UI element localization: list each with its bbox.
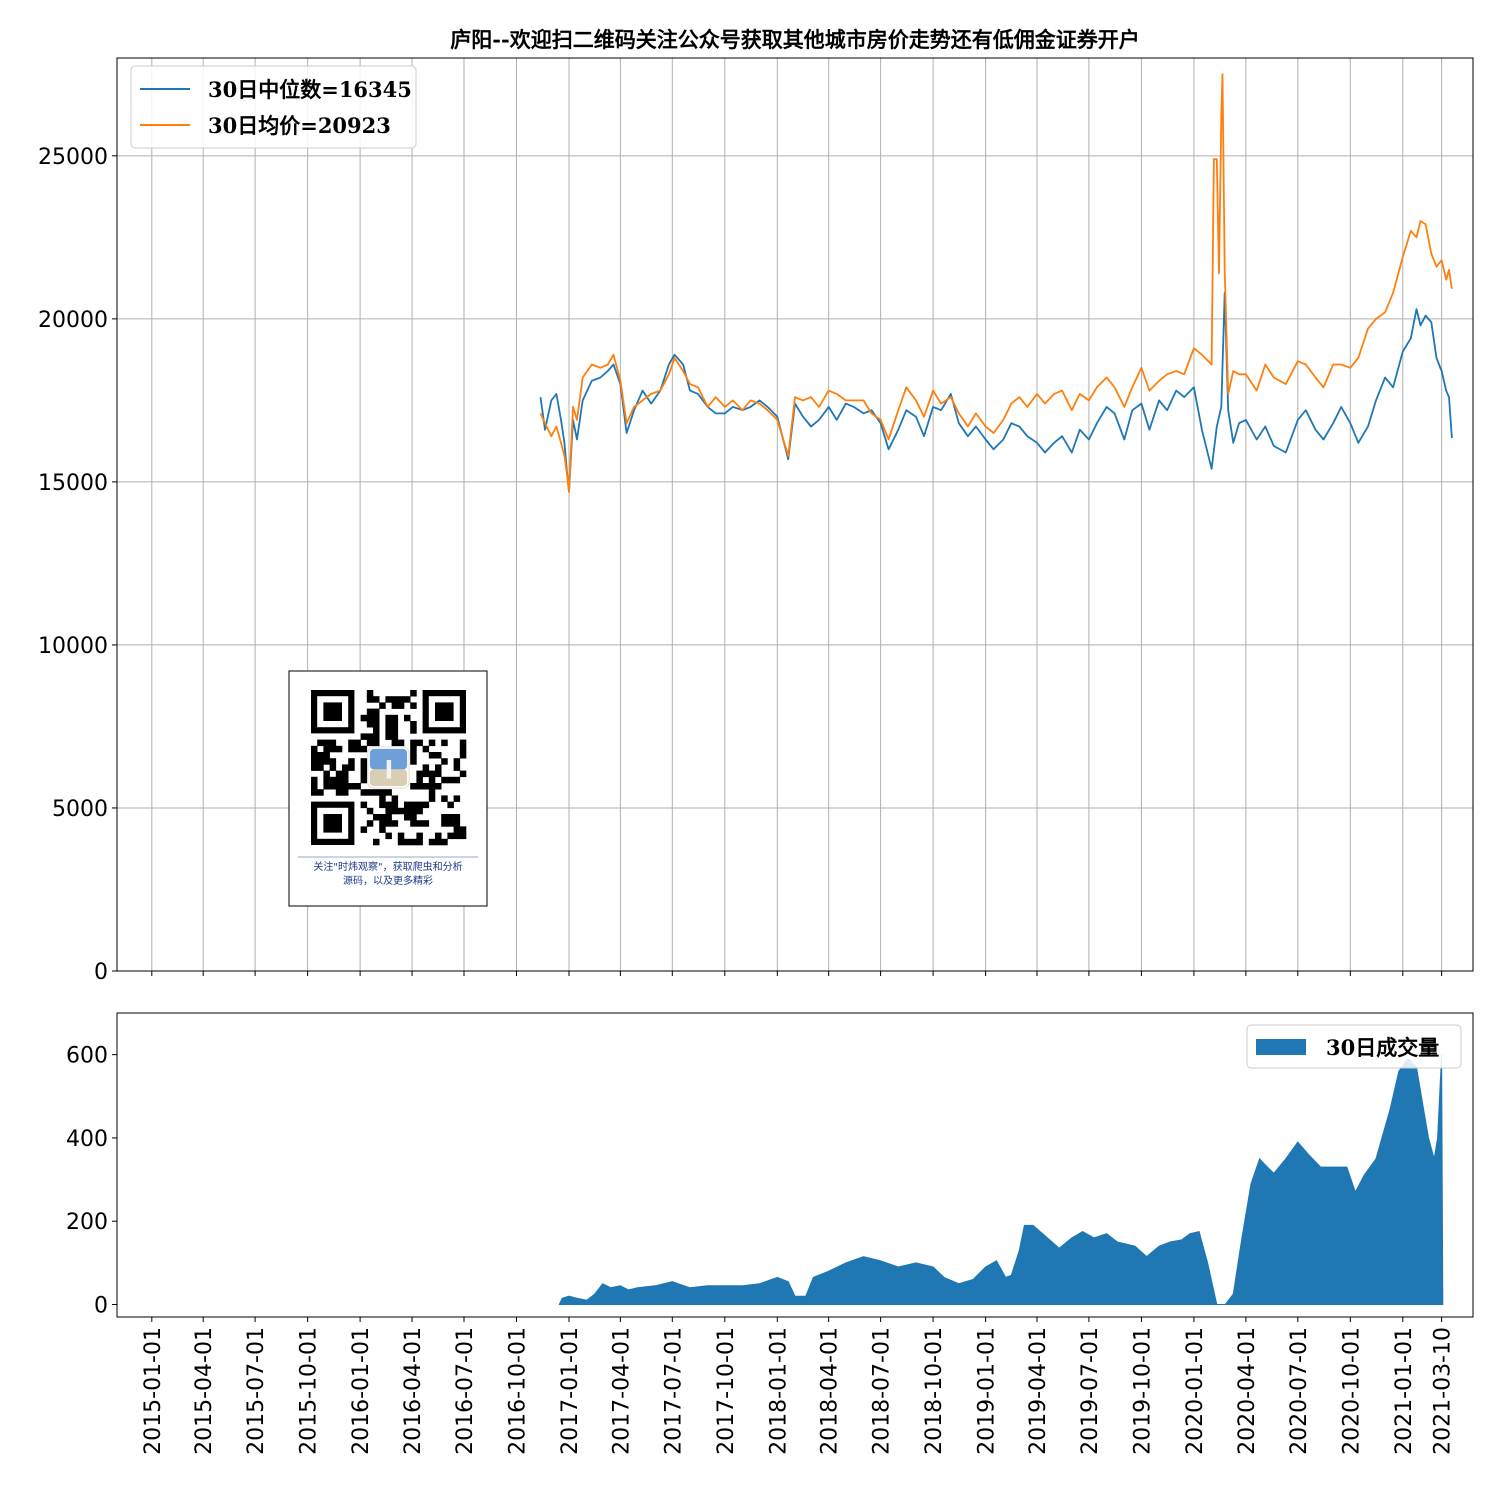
x-tick-label: 2018-07-01	[870, 1327, 895, 1455]
x-tick-label: 2021-01-01	[1392, 1327, 1417, 1455]
chart-title: 庐阳--欢迎扫二维码关注公众号获取其他城市房价走势还有低佣金证券开户	[450, 27, 1139, 52]
x-tick-label: 2016-04-01	[401, 1327, 426, 1455]
price-x-ticks	[151, 971, 1443, 976]
x-tick-label: 2017-01-01	[558, 1327, 583, 1455]
x-tick-label: 2017-04-01	[609, 1327, 634, 1455]
price-y-axis: 0 5000 10000 15000 20000 25000	[38, 145, 117, 985]
price-y-tick-label: 5000	[52, 797, 108, 822]
x-tick-label: 2019-04-01	[1026, 1327, 1051, 1455]
volume-legend: 30日成交量	[1246, 1024, 1462, 1069]
price-axes-frame	[116, 57, 1474, 972]
volume-y-tick-label: 200	[66, 1210, 108, 1235]
qr-caption-line2: 源码，以及更多精彩	[343, 874, 433, 887]
x-tick-label: 2020-04-01	[1235, 1327, 1260, 1455]
x-tick-label: 2019-01-01	[975, 1327, 1000, 1455]
x-tick-label: 2017-10-01	[714, 1327, 739, 1455]
legend-average-label: 30日均价=20923	[208, 113, 391, 138]
x-tick-label: 2015-10-01	[297, 1327, 322, 1455]
average-price-line	[539, 73, 1453, 493]
x-tick-label: 2015-01-01	[141, 1327, 166, 1455]
qr-caption-line1: 关注"时炜观察"，获取爬虫和分析	[313, 860, 462, 873]
x-tick-label: 2019-10-01	[1130, 1327, 1155, 1455]
x-tick-label: 2018-10-01	[922, 1327, 947, 1455]
volume-series	[558, 1054, 1444, 1305]
x-tick-label: 2020-07-01	[1287, 1327, 1312, 1455]
legend-median-label: 30日中位数=16345	[208, 77, 412, 102]
legend-volume-label: 30日成交量	[1326, 1035, 1439, 1060]
price-y-tick-label: 20000	[38, 308, 108, 333]
price-series	[539, 73, 1453, 493]
x-tick-label: 2016-07-01	[453, 1327, 478, 1455]
qr-card: 关注"时炜观察"，获取爬虫和分析 源码，以及更多精彩	[288, 670, 488, 907]
price-grid	[117, 58, 1473, 972]
volume-x-axis: 2015-01-01 2015-04-01 2015-07-01 2015-10-01…	[141, 1317, 1456, 1455]
median-price-line	[539, 291, 1453, 493]
price-y-tick-label: 15000	[38, 471, 108, 496]
volume-y-tick-label: 400	[66, 1127, 108, 1152]
price-y-tick-label: 10000	[38, 634, 108, 659]
volume-y-axis: 0 200 400 600	[66, 1044, 117, 1319]
x-tick-label: 2015-07-01	[244, 1327, 269, 1455]
volume-y-tick-label: 0	[94, 1294, 108, 1319]
x-tick-label: 2021-03-10	[1431, 1327, 1456, 1455]
volume-area	[558, 1054, 1444, 1305]
price-legend: 30日中位数=16345 30日均价=20923	[130, 65, 417, 149]
price-y-tick-label: 25000	[38, 145, 108, 170]
x-tick-label: 2019-07-01	[1078, 1327, 1103, 1455]
volume-y-tick-label: 600	[66, 1044, 108, 1069]
price-y-tick-label: 0	[94, 960, 108, 985]
qr-code-image	[311, 690, 467, 846]
x-tick-label: 2017-07-01	[661, 1327, 686, 1455]
x-tick-label: 2018-01-01	[766, 1327, 791, 1455]
x-tick-label: 2018-04-01	[818, 1327, 843, 1455]
x-tick-label: 2016-10-01	[505, 1327, 530, 1455]
x-tick-label: 2020-10-01	[1339, 1327, 1364, 1455]
volume-axes-frame	[116, 1012, 1474, 1318]
x-tick-label: 2016-01-01	[349, 1327, 374, 1455]
legend-volume-swatch	[1256, 1039, 1306, 1055]
x-tick-label: 2015-04-01	[192, 1327, 217, 1455]
x-tick-label: 2020-01-01	[1183, 1327, 1208, 1455]
